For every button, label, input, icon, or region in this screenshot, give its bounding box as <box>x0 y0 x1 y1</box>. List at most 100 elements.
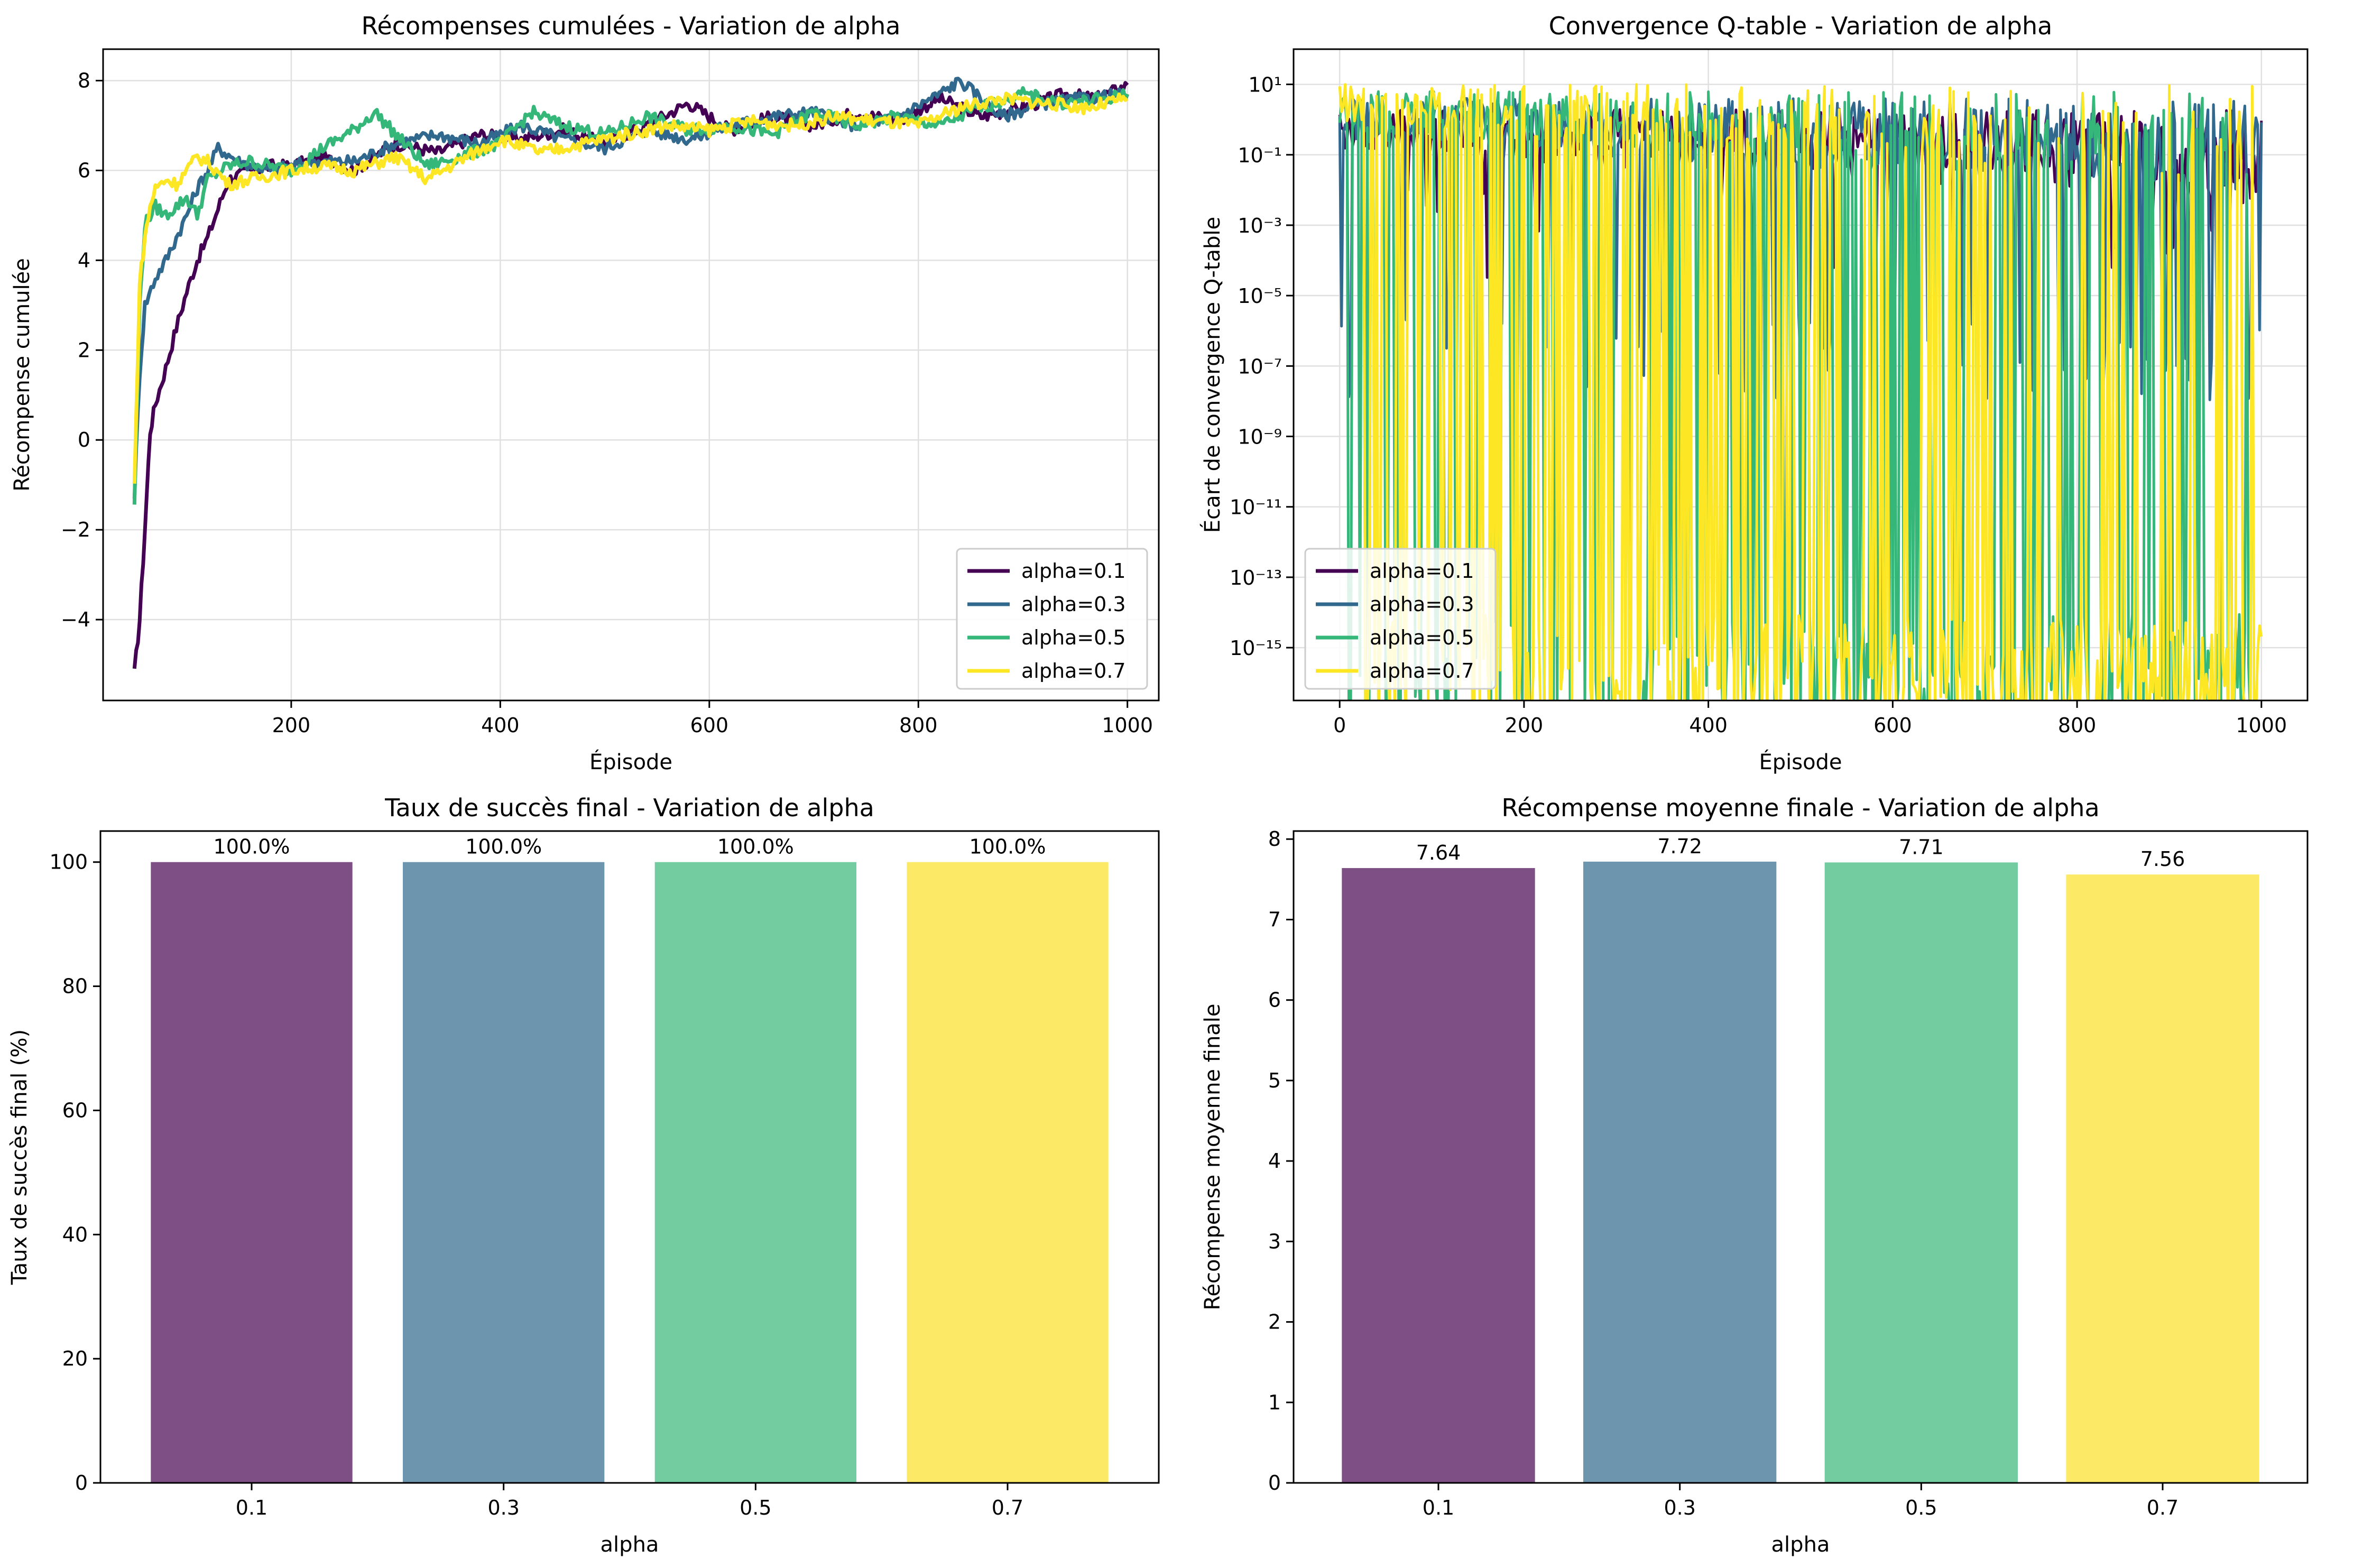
legend-box <box>956 548 1148 690</box>
y-tick-label: 100 <box>49 851 88 874</box>
y-tick-label: 2 <box>78 338 90 362</box>
bar-0.1 <box>1342 868 1535 1483</box>
y-tick-label: 10⁻⁷ <box>1238 355 1282 378</box>
bar-0.1 <box>151 862 353 1483</box>
y-tick-label: 10⁻¹¹ <box>1230 496 1282 519</box>
plot-frame <box>1293 830 2309 1484</box>
bar-0.7 <box>907 862 1109 1483</box>
bar-0.5 <box>1824 862 2018 1483</box>
y-tick-label: 10⁻¹³ <box>1230 566 1282 589</box>
y-tick-label: 10⁻¹ <box>1238 144 1282 167</box>
legend-label: alpha=0.3 <box>1021 593 1126 616</box>
chart-title: Récompenses cumulées - Variation de alph… <box>362 12 901 40</box>
x-tick-label: 1000 <box>1102 714 1153 737</box>
y-tick-label: 5 <box>1268 1069 1281 1092</box>
y-tick-label: 0 <box>78 428 90 451</box>
bar-0.3 <box>1583 861 1777 1483</box>
y-axis-label: Écart de convergence Q-table <box>1199 217 1225 533</box>
plot-frame <box>99 830 1160 1484</box>
x-tick-label: 200 <box>1505 714 1544 737</box>
y-axis-label: Récompense cumulée <box>10 258 34 492</box>
y-tick-label: 10⁻⁹ <box>1238 426 1282 449</box>
bar-data-label: 7.64 <box>1416 841 1461 864</box>
x-axis-label: Épisode <box>1759 749 1842 774</box>
series-line-alpha-0.5 <box>132 86 1129 505</box>
x-tick-label: 0.3 <box>1664 1496 1695 1519</box>
x-tick-label: 0.1 <box>1423 1496 1454 1519</box>
legend-label: alpha=0.7 <box>1021 659 1126 682</box>
y-tick-label: −4 <box>61 608 90 631</box>
y-tick-label: 0 <box>75 1471 88 1495</box>
y-tick-label: 6 <box>1268 989 1281 1012</box>
x-axis-label: alpha <box>601 1533 659 1557</box>
y-tick-label: 8 <box>1268 827 1281 851</box>
y-tick-label: 20 <box>62 1347 88 1370</box>
legend-label: alpha=0.1 <box>1021 559 1126 583</box>
x-tick-label: 800 <box>2058 714 2097 737</box>
bar-data-label: 7.71 <box>1899 835 1944 859</box>
bar-0.7 <box>2066 874 2259 1483</box>
x-tick-label: 0.5 <box>740 1496 771 1519</box>
legend-box <box>1304 548 1497 690</box>
series-line-alpha-0.7 <box>1338 83 2263 700</box>
x-axis-label: Épisode <box>589 749 672 774</box>
y-tick-label: 10⁻⁵ <box>1238 284 1282 308</box>
x-tick-label: 400 <box>481 714 520 737</box>
bar-0.5 <box>654 862 856 1483</box>
plot-frame <box>1293 48 2309 702</box>
x-tick-label: 0 <box>1333 714 1346 737</box>
y-tick-label: 2 <box>1268 1311 1281 1334</box>
x-tick-label: 400 <box>1689 714 1728 737</box>
y-tick-label: 10⁻¹⁵ <box>1230 637 1282 660</box>
x-tick-label: 0.5 <box>1905 1496 1937 1519</box>
y-tick-label: 7 <box>1268 908 1281 931</box>
x-axis-label: alpha <box>1771 1533 1830 1557</box>
bar-data-label: 100.0% <box>465 835 542 859</box>
bar-data-label: 7.72 <box>1657 835 1702 858</box>
mean-reward-chart: 0 1 2 3 4 5 6 7 8 7.64 0.1 7.72 0.3 7.71 0.5 7.56 0.7 Réc… <box>1201 794 2309 1557</box>
x-tick-label: 0.7 <box>992 1496 1023 1519</box>
qtable-convergence-chart: 0 200 400 600 800 1000 10¹ 10⁻¹ 10⁻³ 10⁻⁵ 10⁻⁷ 10⁻⁹… <box>1199 12 2309 774</box>
bar-data-label: 100.0% <box>214 835 290 859</box>
y-tick-label: 4 <box>1268 1149 1281 1173</box>
y-tick-label: 6 <box>78 159 90 182</box>
series-group <box>1338 83 2263 700</box>
bar-0.3 <box>403 862 605 1483</box>
x-tick-label: 1000 <box>2236 714 2287 737</box>
plot-frame <box>102 48 1160 702</box>
chart-title: Récompense moyenne finale - Variation de… <box>1501 794 2099 822</box>
bar-data-label: 100.0% <box>717 835 794 859</box>
y-tick-label: 4 <box>78 248 90 272</box>
legend-label: alpha=0.1 <box>1370 559 1474 583</box>
x-tick-label: 800 <box>899 714 938 737</box>
y-tick-label: 1 <box>1268 1391 1281 1414</box>
y-tick-label: 0 <box>1268 1471 1281 1495</box>
y-tick-label: 8 <box>78 69 90 92</box>
y-tick-label: 60 <box>62 1099 88 1122</box>
series-line-alpha-0.7 <box>132 91 1129 484</box>
y-tick-label: 3 <box>1268 1230 1281 1253</box>
y-tick-label: 40 <box>62 1223 88 1246</box>
x-tick-label: 600 <box>1873 714 1912 737</box>
x-tick-label: 600 <box>690 714 729 737</box>
bar-data-label: 7.56 <box>2140 847 2185 871</box>
legend-label: alpha=0.5 <box>1021 626 1126 649</box>
x-tick-label: 0.7 <box>2147 1496 2179 1519</box>
legend-label: alpha=0.7 <box>1370 659 1474 682</box>
y-tick-label: 80 <box>62 975 88 998</box>
y-axis-label: Taux de succès final (%) <box>7 1029 32 1285</box>
x-tick-label: 0.1 <box>236 1496 267 1519</box>
y-axis-label: Récompense moyenne finale <box>1201 1003 1225 1310</box>
y-tick-label: −2 <box>61 518 90 541</box>
success-rate-chart: 0 20 40 60 80 100 100.0% 0.1 100.0% 0.3 100.0% 0.5 1… <box>7 794 1160 1557</box>
chart-title: Taux de succès final - Variation de alph… <box>384 794 874 822</box>
bar-data-label: 100.0% <box>970 835 1046 859</box>
x-tick-label: 200 <box>272 714 311 737</box>
cumulative-reward-chart: 200 400 600 800 1000 −4 −2 0 2 4 6 8 alpha=0.1 alpha=… <box>10 12 1160 774</box>
x-tick-label: 0.3 <box>487 1496 519 1519</box>
legend-label: alpha=0.3 <box>1370 593 1474 616</box>
y-tick-label: 10¹ <box>1248 73 1282 97</box>
legend-label: alpha=0.5 <box>1370 626 1474 649</box>
y-tick-label: 10⁻³ <box>1238 214 1282 237</box>
